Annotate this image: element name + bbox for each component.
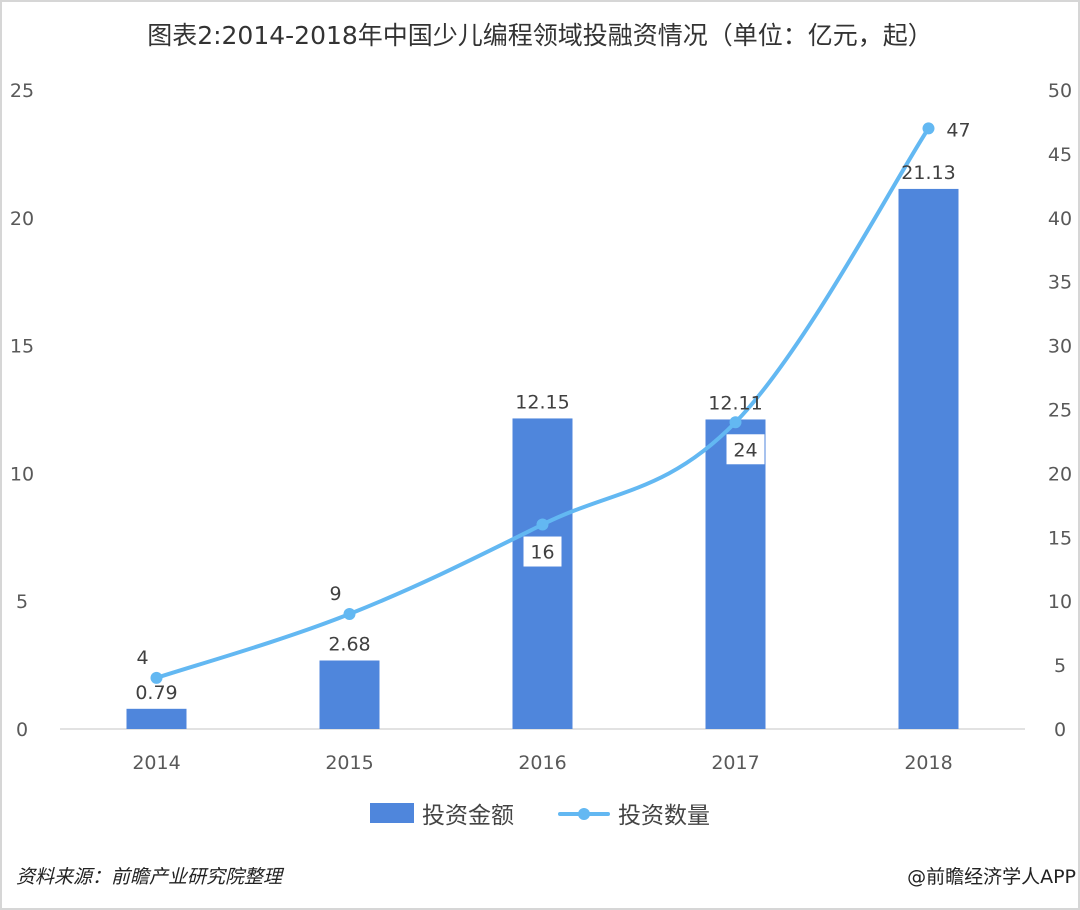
line-point <box>150 671 163 684</box>
bar-data-label: 0.79 <box>135 682 177 704</box>
x-tick-label: 2014 <box>132 752 180 774</box>
y-right-tick-label: 35 <box>1048 272 1072 294</box>
legend-label-amount: 投资金额 <box>422 803 514 829</box>
y-left-tick-label: 10 <box>10 463 34 485</box>
line-data-label: 4 <box>136 647 148 669</box>
line-label-bg <box>726 434 765 465</box>
bar <box>319 660 380 729</box>
y-left-tick-label: 25 <box>10 80 34 102</box>
chart-legend: 投资金额 投资数量 <box>0 796 1080 830</box>
x-tick-label: 2015 <box>325 752 373 774</box>
bar-data-label: 2.68 <box>328 633 370 655</box>
credit-note: @前瞻经济学人APP <box>907 866 1076 888</box>
y-right-tick-label: 50 <box>1048 80 1072 102</box>
y-right-tick-label: 45 <box>1048 144 1072 166</box>
bar <box>126 708 187 729</box>
y-right-tick-label: 15 <box>1048 527 1072 549</box>
bar-data-label: 12.15 <box>515 391 569 413</box>
x-tick-label: 2017 <box>711 752 759 774</box>
y-right-tick-label: 40 <box>1048 208 1072 230</box>
bar-data-label: 12.11 <box>708 392 762 414</box>
line-point <box>922 122 935 135</box>
x-tick-label: 2016 <box>518 752 566 774</box>
y-left-tick-label: 0 <box>16 719 28 741</box>
bar <box>705 419 766 729</box>
y-right-tick-label: 10 <box>1048 591 1072 613</box>
legend-label-count: 投资数量 <box>618 803 710 829</box>
line-point <box>343 607 356 620</box>
legend-item-amount: 投资金额 <box>370 796 514 830</box>
bar-data-label: 21.13 <box>901 162 955 184</box>
y-left-tick-label: 5 <box>16 591 28 613</box>
y-right-tick-label: 0 <box>1054 719 1066 741</box>
legend-bar-swatch <box>370 803 414 823</box>
y-right-tick-label: 5 <box>1054 655 1066 677</box>
line-data-label: 9 <box>329 583 341 605</box>
bar <box>898 188 959 729</box>
x-tick-label: 2018 <box>904 752 952 774</box>
y-right-tick-label: 30 <box>1048 336 1072 358</box>
legend-line-swatch <box>558 803 610 823</box>
y-left-tick-label: 20 <box>10 208 34 230</box>
line-data-label: 16 <box>530 542 554 564</box>
y-left-tick-label: 15 <box>10 336 34 358</box>
legend-item-count: 投资数量 <box>558 796 710 830</box>
line-point <box>729 416 742 429</box>
line-label-bg <box>523 536 562 567</box>
line-data-label: 24 <box>733 439 757 461</box>
bar <box>512 418 573 729</box>
source-note: 资料来源：前瞻产业研究院整理 <box>16 866 283 888</box>
line-data-label: 47 <box>946 119 970 141</box>
y-right-tick-label: 20 <box>1048 463 1072 485</box>
line-series-count <box>154 126 931 680</box>
line-point <box>536 518 549 531</box>
y-right-tick-label: 25 <box>1048 400 1072 422</box>
chart-title: 图表2:2014-2018年中国少儿编程领域投融资情况（单位：亿元，起） <box>147 21 933 50</box>
